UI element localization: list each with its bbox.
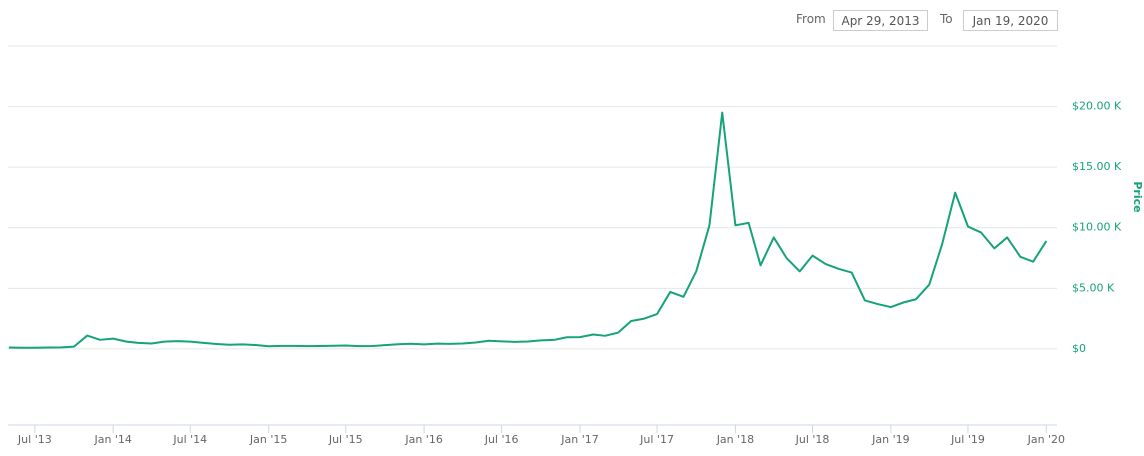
x-tick-label: Jul '14 [172, 433, 207, 446]
y-tick-label: $15.00 K [1072, 160, 1122, 173]
x-tick-label: Jul '19 [950, 433, 985, 446]
from-label: From [796, 12, 826, 26]
x-tick-label: Jan '18 [716, 433, 754, 446]
y-axis-title: Price [1131, 181, 1144, 212]
y-tick-label: $5.00 K [1072, 281, 1115, 294]
x-tick-label: Jul '15 [328, 433, 363, 446]
x-tick-label: Jul '13 [17, 433, 52, 446]
x-tick-label: Jan '17 [560, 433, 598, 446]
to-input[interactable]: Jan 19, 2020 [963, 10, 1058, 31]
x-tick-label: Jul '16 [484, 433, 519, 446]
price-line [8, 111, 1048, 349]
y-tick-label: $10.00 K [1072, 221, 1122, 234]
from-input[interactable]: Apr 29, 2013 [833, 10, 928, 31]
x-tick-label: Jul '18 [795, 433, 830, 446]
x-tick-label: Jan '19 [871, 433, 909, 446]
x-tick-label: Jan '20 [1027, 433, 1065, 446]
x-tick-label: Jul '17 [639, 433, 674, 446]
x-tick-label: Jan '14 [93, 433, 131, 446]
x-tick-label: Jan '16 [404, 433, 442, 446]
y-tick-label: $20.00 K [1072, 100, 1122, 113]
y-tick-label: $0 [1072, 342, 1086, 355]
x-tick-label: Jan '15 [249, 433, 287, 446]
to-label: To [940, 12, 953, 26]
